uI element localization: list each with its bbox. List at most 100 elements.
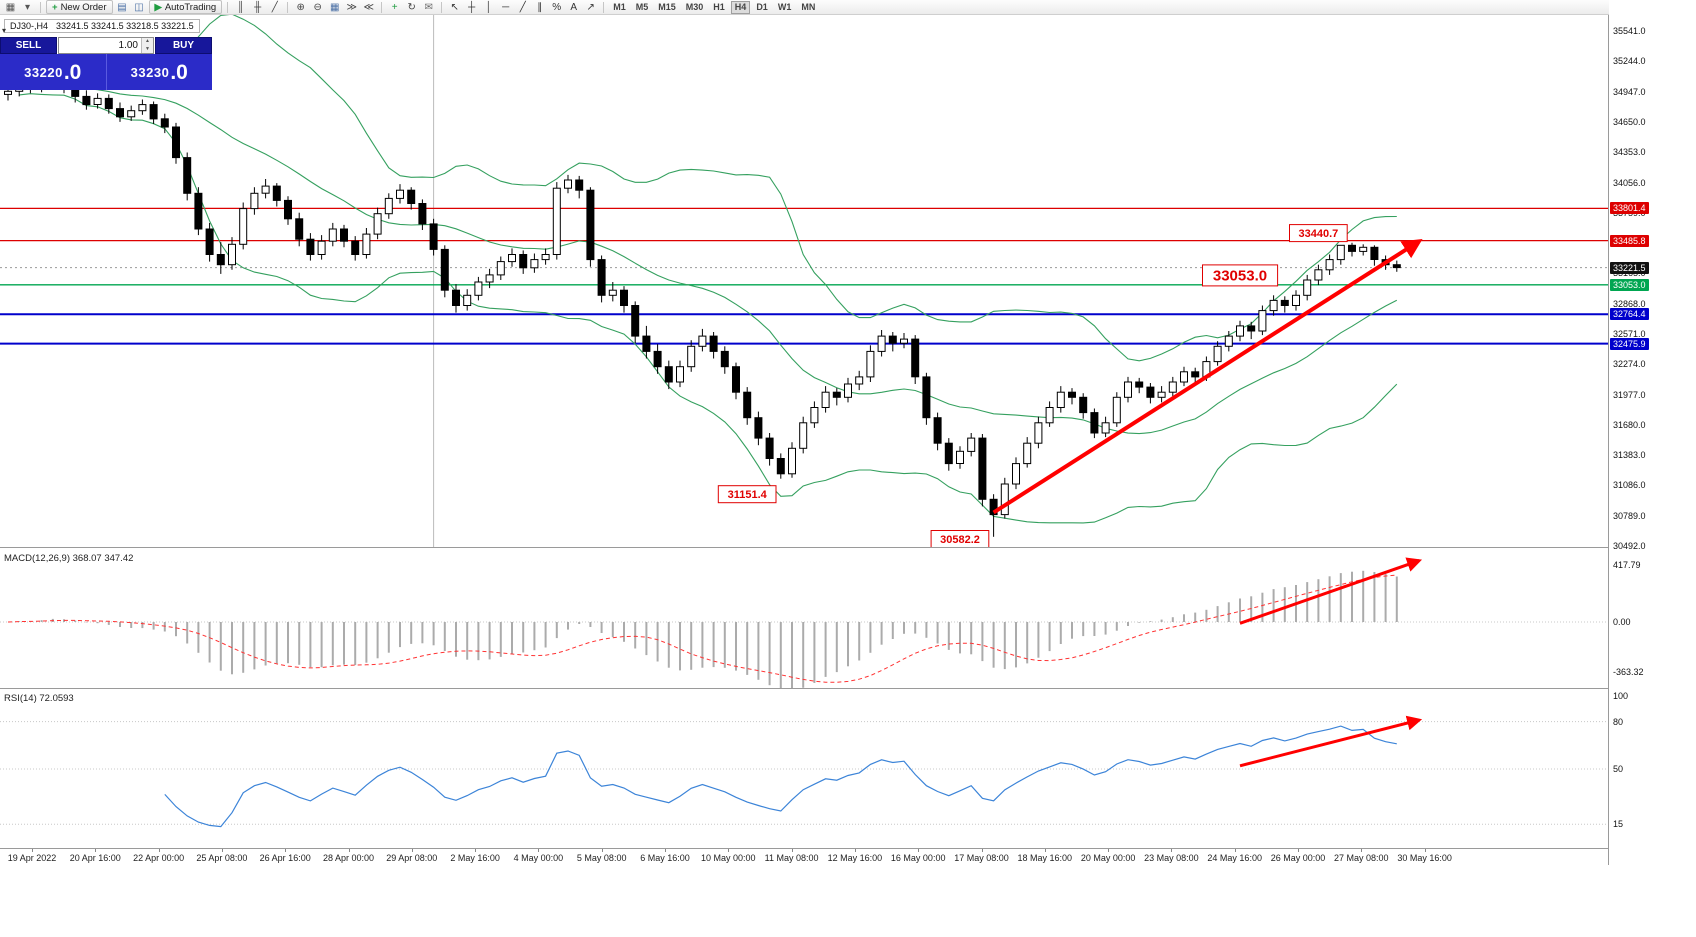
trend-arrow[interactable]	[1239, 557, 1423, 625]
new-order-button[interactable]: + New Order	[46, 0, 113, 14]
bar-chart-icon[interactable]: ║	[237, 1, 245, 13]
volume-spinner[interactable]: ▲ ▼	[141, 38, 153, 53]
candles	[4, 70, 1401, 537]
arrows-tool-icon[interactable]: ↗	[586, 1, 595, 13]
buy-button[interactable]: BUY	[155, 37, 212, 54]
timeframe-h4-button[interactable]: H4	[730, 0, 751, 14]
zoom-in-icon[interactable]: ⊕	[296, 1, 305, 13]
sell-price-frac: .0	[63, 60, 82, 84]
time-axis-label: 30 May 16:00	[1397, 853, 1452, 863]
time-axis-tick	[95, 849, 97, 852]
new-chart-icon[interactable]: ▦	[5, 1, 16, 13]
timeframe-w1-button[interactable]: W1	[777, 1, 792, 12]
crosshair-icon[interactable]: ┼	[468, 1, 476, 13]
sell-button[interactable]: SELL	[0, 37, 57, 54]
autotrading-button[interactable]: ▶ AutoTrading	[148, 0, 223, 14]
time-axis-label: 28 Apr 00:00	[322, 853, 375, 863]
time-axis-label: 25 Apr 08:00	[196, 853, 248, 863]
time-axis-tick	[665, 849, 666, 852]
toolbar: ▦ ▾ + New Order ▤ ◫ ▶ AutoTrading ║ ╫ ╱ ⊕ ⊖ ▦ ≫ ≪ + ↻ ✉ ↖ ┼ │…	[0, 0, 1696, 15]
chart-shift-icon[interactable]: ≪	[363, 1, 374, 13]
price-label[interactable]: 31151.4	[717, 485, 777, 504]
price-level-badge: 33485.8	[1610, 234, 1649, 247]
rsi-axis-tick: 100	[1613, 691, 1629, 701]
indicators-icon[interactable]: +	[391, 1, 398, 13]
time-axis-label: 12 May 16:00	[827, 853, 883, 863]
price-axis-tick: 34947.0	[1613, 86, 1646, 97]
refresh-icon[interactable]: ↻	[407, 1, 416, 13]
new-order-button-icon: +	[52, 1, 58, 13]
zoom-out-icon[interactable]: ⊖	[313, 1, 322, 13]
timeframe-mn-button[interactable]: MN	[801, 1, 816, 12]
time-axis-tick	[1361, 849, 1363, 852]
volume-field[interactable]: 1.00 ▲ ▼	[58, 37, 154, 54]
fibonacci-icon[interactable]: %	[552, 1, 562, 13]
timeframe-h1-button[interactable]: H1	[713, 1, 725, 12]
navigator-icon[interactable]: ◫	[134, 1, 144, 13]
price-level-badge: 32764.4	[1610, 308, 1649, 321]
timeframe-m1-button[interactable]: M1	[613, 1, 626, 12]
volume-value[interactable]: 1.00	[118, 40, 138, 51]
trend-arrow[interactable]	[992, 239, 1423, 515]
macd-axis-tick: 0.00	[1613, 617, 1631, 627]
macd-indicator-chart[interactable]	[0, 549, 1608, 688]
timeframe-m15-button[interactable]: M15	[658, 1, 676, 12]
candlestick-chart-icon[interactable]: ╫	[254, 1, 262, 13]
time-axis-tick	[791, 849, 793, 852]
sell-price[interactable]: 33220 .0	[0, 54, 107, 90]
timeframe-m5-button[interactable]: M5	[635, 1, 649, 12]
auto-scroll-icon[interactable]: ≫	[346, 1, 357, 13]
time-axis-label: 24 May 16:00	[1207, 853, 1262, 863]
buy-price[interactable]: 33230 .0	[107, 54, 213, 90]
chart-ohlc-header: DJ30-,H4 33241.5 33241.5 33218.5 33221.5	[4, 19, 200, 33]
timeframe-d1-button[interactable]: D1	[756, 1, 768, 12]
trend-arrow[interactable]	[1239, 715, 1423, 768]
time-axis-tick	[1424, 849, 1426, 852]
rsi-indicator-label: RSI(14) 72.0593	[4, 693, 74, 704]
spinner-down-icon[interactable]: ▼	[142, 45, 153, 53]
market-watch-icon[interactable]: ▤	[117, 1, 127, 13]
price-label[interactable]: 33053.0	[1202, 264, 1279, 287]
buy-price-main: 33230	[130, 64, 170, 80]
time-axis-tick	[538, 849, 540, 852]
tile-windows-icon[interactable]: ▦	[329, 1, 340, 13]
rsi-axis-tick: 50	[1613, 764, 1624, 774]
macd-histogram	[18, 570, 1398, 688]
time-axis-tick	[981, 849, 983, 852]
time-axis-tick	[221, 849, 223, 852]
time-axis-tick	[285, 849, 287, 852]
spinner-up-icon[interactable]: ▲	[142, 38, 153, 46]
price-level-badge: 32475.9	[1610, 337, 1649, 350]
rsi-indicator-chart[interactable]	[0, 690, 1608, 848]
time-axis-label: 27 May 08:00	[1334, 853, 1389, 863]
price-axis-divider	[1608, 15, 1609, 865]
price-label[interactable]: 30582.2	[930, 530, 990, 548]
time-axis-label: 18 May 16:00	[1017, 853, 1073, 863]
time-axis[interactable]: 19 Apr 2022 20 Apr 16:00 22 Apr 00:00 25 Ap…	[0, 849, 1608, 866]
horizontal-line-icon[interactable]: ─	[502, 1, 510, 13]
time-axis-tick	[854, 849, 856, 852]
buy-price-frac: .0	[170, 60, 188, 84]
one-click-collapse-icon[interactable]: ▾	[2, 26, 7, 35]
time-axis-label: 4 May 00:00	[513, 853, 564, 863]
main-price-chart[interactable]: 33440.7 33053.0 31151.4 30582.2	[0, 15, 1608, 547]
macd-signal-line	[7, 574, 1397, 683]
price-axis-tick: 31680.0	[1613, 419, 1646, 430]
profiles-icon[interactable]: ▾	[24, 1, 31, 13]
timeframe-m30-button[interactable]: M30	[685, 1, 704, 12]
vertical-line-icon[interactable]: │	[485, 1, 492, 13]
line-chart-icon[interactable]: ╱	[271, 1, 278, 13]
sell-price-main: 33220	[24, 64, 63, 80]
time-axis-label: 26 Apr 16:00	[259, 853, 311, 863]
cursor-icon[interactable]: ↖	[450, 1, 459, 13]
price-label[interactable]: 33440.7	[1289, 224, 1348, 243]
panel-separator	[0, 848, 1696, 849]
channel-icon[interactable]: ∥	[537, 1, 543, 13]
trendline-icon[interactable]: ╱	[519, 1, 526, 13]
panel-separator[interactable]	[0, 547, 1696, 548]
text-tool-icon[interactable]: A	[570, 1, 578, 13]
time-axis-tick	[601, 849, 603, 852]
time-axis-tick	[1234, 849, 1236, 852]
panel-separator[interactable]	[0, 688, 1696, 689]
mail-icon[interactable]: ✉	[424, 1, 433, 13]
